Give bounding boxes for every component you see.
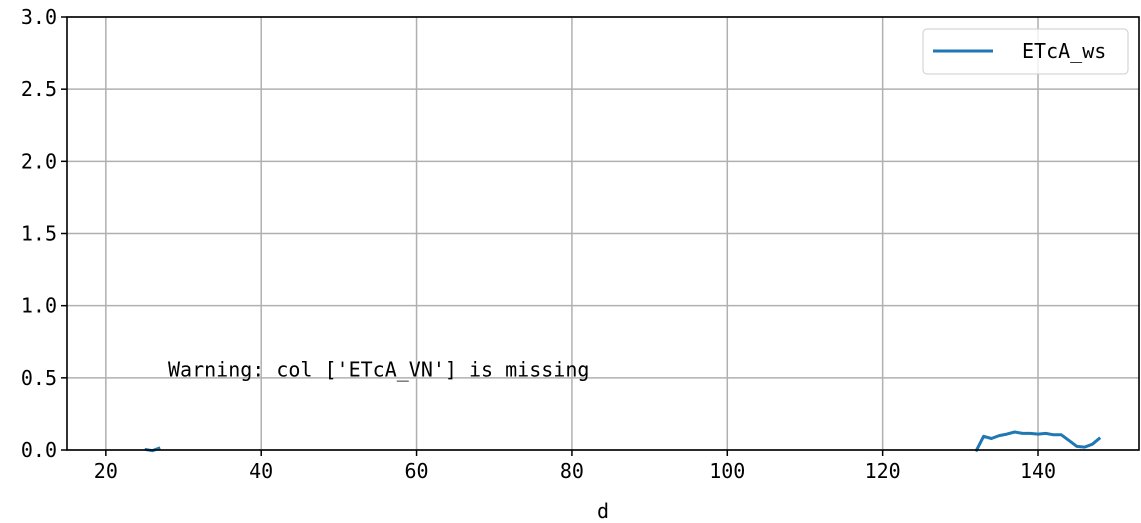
legend-box — [922, 28, 1129, 75]
y-tick-label: 2.0 — [21, 149, 57, 173]
legend: ETcA_ws — [922, 28, 1129, 75]
y-tick-label: 1.5 — [21, 222, 57, 246]
x-tick-label: 20 — [94, 459, 118, 483]
series-lines — [144, 430, 1102, 453]
x-tick-label: 80 — [560, 459, 584, 483]
x-tick-label: 140 — [1020, 459, 1056, 483]
x-tick-label: 120 — [865, 459, 901, 483]
legend-entry-label: ETcA_ws — [1022, 39, 1106, 63]
y-tick-label: 0.0 — [21, 438, 57, 462]
axis-ticks: 20 40 60 80 100 120 140 0.0 0.5 1.0 1.5 2.0 2.5 3.0 — [21, 5, 1056, 483]
series-line-segment — [974, 430, 1102, 453]
y-tick-label: 1.0 — [21, 294, 57, 318]
x-axis-label: d — [597, 499, 609, 523]
x-tick-label: 60 — [405, 459, 429, 483]
x-tick-label: 40 — [249, 459, 273, 483]
x-tick-label: 100 — [709, 459, 745, 483]
missing-column-warning: Warning: col ['ETcA_VN'] is missing — [168, 358, 589, 382]
y-tick-label: 0.5 — [21, 366, 57, 390]
y-tick-label: 2.5 — [21, 77, 57, 101]
grid-lines — [67, 16, 1139, 451]
y-tick-label: 3.0 — [21, 5, 57, 29]
